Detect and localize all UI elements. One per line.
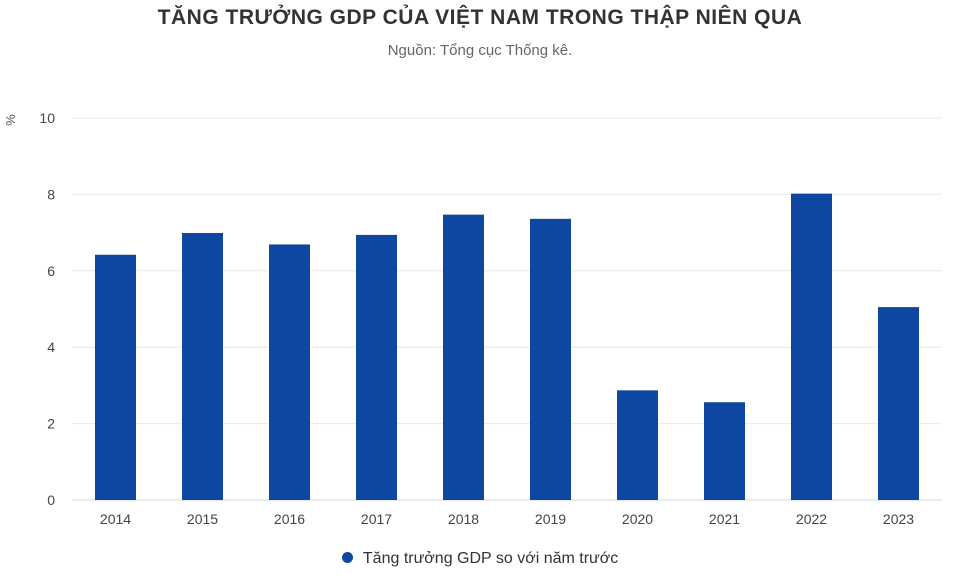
- x-tick-label: 2023: [883, 511, 914, 527]
- y-tick-label: 0: [47, 492, 55, 508]
- x-tick-label: 2022: [796, 511, 827, 527]
- y-tick-label: 4: [47, 339, 55, 355]
- chart-title: TĂNG TRƯỞNG GDP CỦA VIỆT NAM TRONG THẬP …: [157, 6, 803, 29]
- legend-marker-icon: [341, 552, 353, 563]
- x-tick-label: 2018: [448, 511, 479, 527]
- x-tick-label: 2015: [187, 511, 218, 527]
- chart-subtitle: Nguồn: Tổng cục Thống kê.: [387, 42, 573, 59]
- y-tick-label: 10: [39, 110, 55, 126]
- bar-2014[interactable]: [95, 254, 136, 500]
- y-axis-ticks: 0 2 4 6 8 10: [39, 110, 55, 508]
- x-tick-label: 2016: [274, 511, 305, 527]
- y-tick-label: 2: [47, 416, 55, 432]
- x-tick-label: 2021: [709, 511, 740, 527]
- bar-2019[interactable]: [530, 218, 571, 500]
- x-tick-label: 2017: [361, 511, 392, 527]
- x-tick-label: 2019: [535, 511, 566, 527]
- y-tick-label: 6: [47, 263, 55, 279]
- x-tick-label: 2020: [622, 511, 653, 527]
- bar-2016[interactable]: [269, 244, 310, 500]
- x-axis-ticks: 2014 2015 2016 2017 2018 2019 2020 2021 2022 2023: [100, 511, 914, 527]
- x-tick-label: 2014: [100, 511, 131, 527]
- bar-2023[interactable]: [878, 307, 919, 500]
- legend[interactable]: Tăng trưởng GDP so với năm trước: [0, 550, 960, 568]
- y-tick-label: 8: [47, 186, 55, 202]
- bar-2021[interactable]: [704, 402, 745, 500]
- bar-chart: 0 2 4 6 8 10 2014 2015 2016 2017 2018 2019 2020 2021…: [3, 110, 942, 527]
- legend-label: Tăng trưởng GDP so với năm trước: [362, 550, 619, 567]
- y-axis-label: %: [3, 114, 18, 126]
- bar-2015[interactable]: [182, 232, 223, 500]
- bar-2020[interactable]: [617, 390, 658, 500]
- bars: [95, 193, 919, 501]
- bar-2018[interactable]: [443, 214, 484, 500]
- bar-2022[interactable]: [791, 193, 832, 501]
- bar-2017[interactable]: [356, 234, 397, 500]
